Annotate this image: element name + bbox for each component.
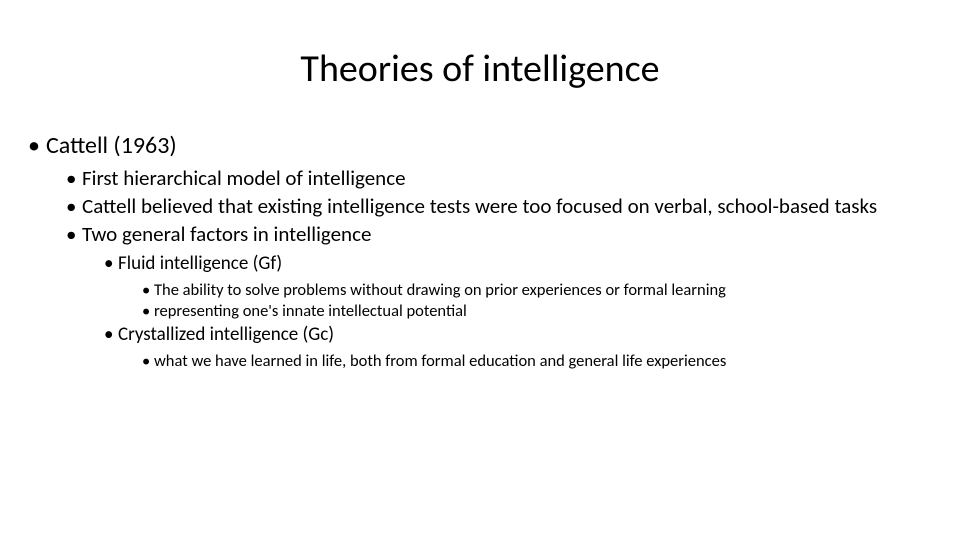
bullet-text: Two general factors in intelligence (82, 221, 371, 247)
bullet-text: The ability to solve problems without dr… (154, 280, 726, 300)
bullet-text: First hierarchical model of intelligence (82, 165, 406, 191)
bullet-text: what we have learned in life, both from … (154, 351, 726, 371)
bullet-l4: what we have learned in life, both from … (154, 352, 930, 371)
bullet-l3: Fluid intelligence (Gf) The ability to s… (118, 253, 930, 322)
bullet-l2: First hierarchical model of intelligence (82, 166, 930, 191)
bullet-l1: Cattell (1963) First hierarchical model … (46, 132, 930, 372)
bullet-l2: Cattell believed that existing intellige… (82, 194, 930, 219)
slide: { "title": { "text": "Theories of intell… (0, 0, 960, 540)
bullet-l4: The ability to solve problems without dr… (154, 281, 930, 300)
bullet-l3: Crystallized intelligence (Gc) what we h… (118, 324, 930, 372)
bullet-l2: Two general factors in intelligence Flui… (82, 222, 930, 372)
bullet-text: Crystallized intelligence (Gc) (118, 323, 334, 346)
content-area: Cattell (1963) First hierarchical model … (46, 132, 930, 382)
bullet-l4: representing one's innate intellectual p… (154, 302, 930, 321)
bullet-text: Fluid intelligence (Gf) (118, 252, 282, 275)
bullet-text: Cattell (1963) (46, 131, 177, 160)
slide-title: Theories of intelligence (0, 46, 960, 92)
bullet-text: Cattell believed that existing intellige… (82, 193, 877, 219)
bullet-text: representing one's innate intellectual p… (154, 301, 467, 321)
